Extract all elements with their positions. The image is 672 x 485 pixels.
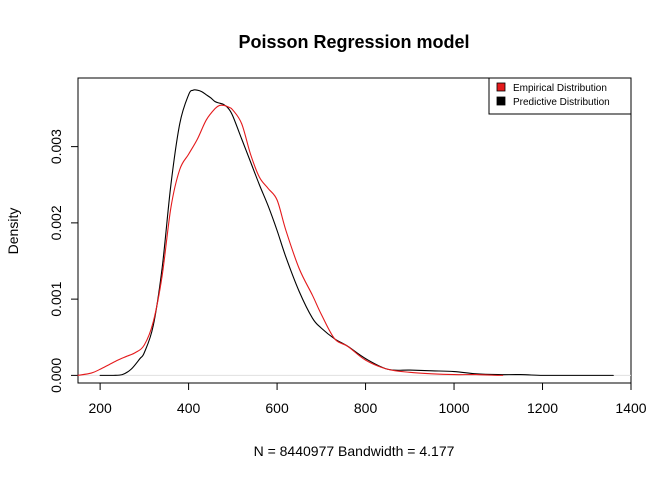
x-tick-label: 400	[177, 400, 201, 416]
y-axis-label: Density	[5, 208, 21, 255]
x-axis: 200 400 600 800 1000 1200 1400	[88, 382, 647, 416]
legend-swatch	[496, 82, 506, 92]
empirical-distribution-line	[77, 104, 504, 376]
legend-swatch	[496, 96, 506, 106]
x-tick-label: 1200	[527, 400, 558, 416]
y-tick-label: 0.003	[48, 129, 64, 164]
y-tick-label: 0.000	[48, 358, 64, 393]
legend-box	[488, 77, 632, 115]
plot-frame	[77, 77, 632, 384]
y-tick-label: 0.001	[48, 281, 64, 316]
x-tick-label: 1000	[438, 400, 469, 416]
y-axis: 0.000 0.001 0.002 0.003	[48, 129, 79, 393]
predictive-distribution-line	[99, 89, 614, 376]
legend-label: Empirical Distribution	[513, 83, 607, 94]
y-tick-label: 0.002	[48, 205, 64, 240]
x-tick-label: 600	[265, 400, 289, 416]
legend-label: Predictive Distribution	[513, 97, 610, 108]
x-tick-label: 1400	[615, 400, 646, 416]
legend: Empirical Distribution Predictive Distrib…	[488, 77, 632, 115]
chart-title: Poisson Regression model	[238, 32, 469, 52]
x-axis-label: N = 8440977 Bandwidth = 4.177	[254, 443, 455, 459]
series-layer	[77, 89, 614, 376]
x-tick-label: 800	[354, 400, 378, 416]
x-tick-label: 200	[88, 400, 112, 416]
